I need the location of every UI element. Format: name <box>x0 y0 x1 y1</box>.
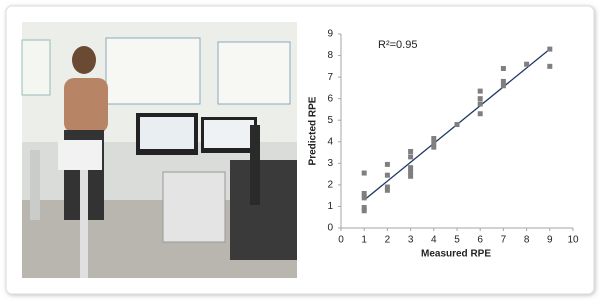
y-tick-label: 7 <box>327 72 333 83</box>
point <box>361 208 367 214</box>
annotation: R²=0.95 <box>378 39 417 51</box>
point <box>408 165 414 171</box>
x-tick-label: 5 <box>454 235 460 246</box>
point <box>431 140 437 146</box>
point <box>408 169 414 175</box>
point <box>384 172 390 178</box>
point <box>500 83 506 89</box>
y-tick-label: 8 <box>327 50 333 61</box>
point <box>384 184 390 190</box>
point <box>477 111 483 117</box>
point <box>361 170 367 176</box>
x-tick-label: 0 <box>338 235 344 246</box>
point <box>361 191 367 197</box>
x-tick-label: 7 <box>501 235 507 246</box>
x-tick-label: 8 <box>524 235 530 246</box>
point <box>408 154 414 160</box>
point <box>361 205 367 211</box>
x-axis-label: Measured RPE <box>421 249 491 260</box>
x-tick-label: 4 <box>431 235 437 246</box>
point <box>547 46 553 52</box>
point <box>431 144 437 150</box>
point <box>431 136 437 142</box>
x-tick-label: 3 <box>408 235 414 246</box>
y-tick-label: 1 <box>327 201 333 212</box>
x-tick-label: 2 <box>385 235 391 246</box>
point <box>408 173 414 179</box>
point <box>477 88 483 94</box>
y-tick-label: 3 <box>327 158 333 169</box>
point <box>384 161 390 167</box>
x-tick-label: 1 <box>361 235 367 246</box>
point <box>477 96 483 102</box>
y-tick-label: 0 <box>327 223 333 234</box>
y-tick-label: 4 <box>327 136 333 147</box>
point <box>384 187 390 193</box>
y-tick-label: 6 <box>327 93 333 104</box>
y-axis-label: Predicted RPE <box>308 96 319 165</box>
x-tick-label: 10 <box>567 235 579 246</box>
y-tick-label: 2 <box>327 180 333 191</box>
y-tick-label: 9 <box>327 29 333 40</box>
point <box>500 78 506 84</box>
point <box>477 101 483 107</box>
point <box>408 148 414 154</box>
point <box>547 63 553 69</box>
point <box>500 65 506 71</box>
point <box>361 195 367 201</box>
point <box>454 122 460 128</box>
x-tick-label: 6 <box>477 235 483 246</box>
point <box>524 61 530 67</box>
x-tick-label: 9 <box>547 235 553 246</box>
y-tick-label: 5 <box>327 115 333 126</box>
photo <box>21 22 297 278</box>
